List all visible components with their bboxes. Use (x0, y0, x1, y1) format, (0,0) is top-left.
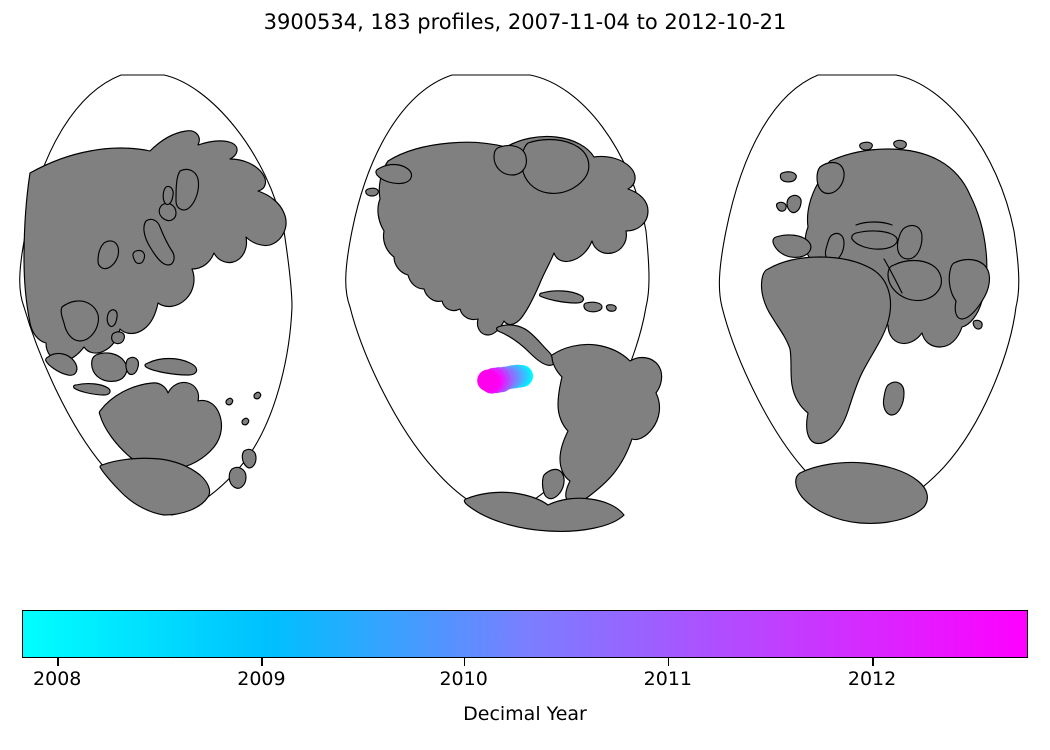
land-central-america (495, 324, 555, 366)
land-anatolia (851, 230, 898, 250)
land-scandinavia (816, 161, 845, 195)
land-hispaniola (583, 301, 603, 313)
colorbar-tick (57, 658, 59, 666)
land-iberia (772, 234, 812, 258)
land-south-america (550, 343, 663, 504)
colorbar-axis-label: Decimal Year (463, 703, 587, 725)
land-alaska (375, 163, 413, 185)
land-great-britain (786, 194, 802, 214)
land-indochina (60, 300, 100, 342)
land-borneo (91, 352, 128, 382)
profile-marker (477, 369, 500, 392)
profile-data-points (477, 364, 534, 394)
coast-red-sea (883, 258, 903, 294)
world-map-svg (19, 74, 1020, 532)
colorbar-gradient (22, 610, 1028, 658)
land-caspian-surround (896, 224, 923, 260)
land-fiji-speck (241, 417, 250, 426)
colorbar-tick-label: 2012 (847, 668, 897, 690)
land-sumatra (45, 352, 78, 376)
land-ireland (775, 201, 787, 212)
land-madagascar (882, 381, 905, 416)
land-africa (760, 256, 892, 445)
coast-black-sea (855, 221, 893, 226)
land-new-zealand-south (228, 466, 247, 489)
land-philippines-south (111, 331, 125, 345)
colorbar-tick-label: 2010 (439, 668, 488, 690)
land-sakhalin (162, 185, 174, 206)
land-japan-honshu (143, 218, 175, 266)
land-north-america (377, 135, 649, 336)
colorbar-tick (261, 658, 264, 666)
land-japan-hokkaido (158, 202, 177, 222)
land-japan-kyushu (132, 249, 146, 265)
land-korea (97, 240, 120, 270)
land-kamchatka (175, 168, 200, 211)
land-iceland (779, 171, 797, 183)
landmass-group-middle-lobe (365, 135, 663, 532)
colorbar-tick-label: 2009 (237, 668, 286, 690)
colorbar-axes[interactable] (22, 610, 1028, 658)
land-aleutian-islands (365, 187, 379, 197)
land-india (948, 258, 991, 320)
land-pacific-islands-left-2 (253, 391, 262, 400)
colorbar-tick (463, 658, 466, 666)
land-novaya-zemlya (893, 139, 907, 150)
land-antarctica-right (795, 461, 928, 524)
colorbar-tick-label: 2008 (33, 668, 82, 690)
land-new-guinea (144, 357, 198, 376)
page-title: 3900534, 183 profiles, 2007-11-04 to 201… (263, 10, 787, 34)
land-java (73, 383, 111, 396)
land-puerto-rico (605, 304, 617, 312)
land-philippines (106, 309, 118, 328)
land-baffin-island (493, 144, 527, 176)
land-sri-lanka (972, 319, 983, 330)
land-antarctica-middle (463, 491, 625, 532)
landmass-group-left-lobe (23, 130, 287, 516)
colorbar-tick (872, 658, 874, 666)
map-axes (0, 55, 1050, 535)
land-australia (98, 381, 223, 471)
land-pacific-islands-left (225, 397, 234, 406)
land-antarctica-left (99, 457, 211, 516)
colorbar-tick-container: 2008 2009 2010 2011 2012 (22, 658, 1028, 690)
landmass-group-right-lobe (760, 139, 991, 524)
land-new-zealand-north (241, 448, 257, 469)
land-cuba (539, 290, 585, 304)
land-antarctic-peninsula (541, 468, 565, 500)
colorbar-tick-label: 2011 (643, 668, 693, 690)
land-svalbard (859, 141, 873, 151)
land-sulawesi (125, 356, 139, 376)
colorbar-tick (667, 658, 670, 666)
